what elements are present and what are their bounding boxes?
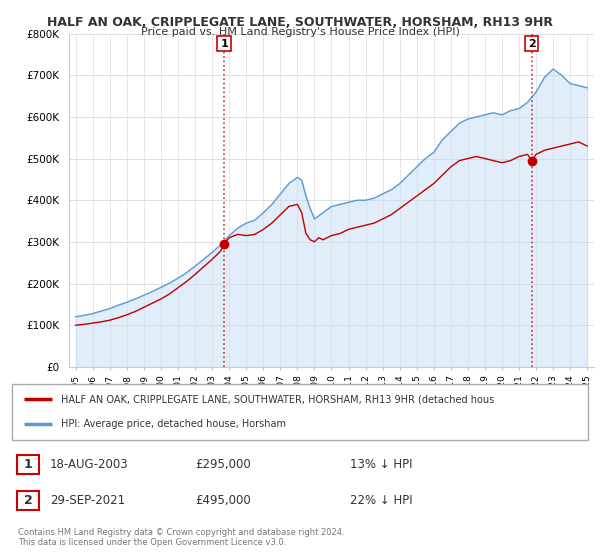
Text: £295,000: £295,000 bbox=[196, 458, 251, 471]
Text: Price paid vs. HM Land Registry's House Price Index (HPI): Price paid vs. HM Land Registry's House … bbox=[140, 27, 460, 37]
Text: 29-SEP-2021: 29-SEP-2021 bbox=[50, 494, 125, 507]
FancyBboxPatch shape bbox=[17, 491, 39, 510]
Text: 22% ↓ HPI: 22% ↓ HPI bbox=[350, 494, 412, 507]
Text: 2: 2 bbox=[23, 494, 32, 507]
Text: HALF AN OAK, CRIPPLEGATE LANE, SOUTHWATER, HORSHAM, RH13 9HR (detached hous: HALF AN OAK, CRIPPLEGATE LANE, SOUTHWATE… bbox=[61, 394, 494, 404]
FancyBboxPatch shape bbox=[17, 455, 39, 474]
Text: This data is licensed under the Open Government Licence v3.0.: This data is licensed under the Open Gov… bbox=[18, 538, 286, 547]
Text: 18-AUG-2003: 18-AUG-2003 bbox=[50, 458, 128, 471]
Text: Contains HM Land Registry data © Crown copyright and database right 2024.: Contains HM Land Registry data © Crown c… bbox=[18, 528, 344, 536]
FancyBboxPatch shape bbox=[12, 384, 588, 440]
Text: 2: 2 bbox=[528, 39, 536, 49]
Text: 1: 1 bbox=[23, 458, 32, 471]
Text: £495,000: £495,000 bbox=[196, 494, 251, 507]
Text: HALF AN OAK, CRIPPLEGATE LANE, SOUTHWATER, HORSHAM, RH13 9HR: HALF AN OAK, CRIPPLEGATE LANE, SOUTHWATE… bbox=[47, 16, 553, 29]
Text: 13% ↓ HPI: 13% ↓ HPI bbox=[350, 458, 412, 471]
Text: HPI: Average price, detached house, Horsham: HPI: Average price, detached house, Hors… bbox=[61, 419, 286, 429]
Text: 1: 1 bbox=[220, 39, 228, 49]
